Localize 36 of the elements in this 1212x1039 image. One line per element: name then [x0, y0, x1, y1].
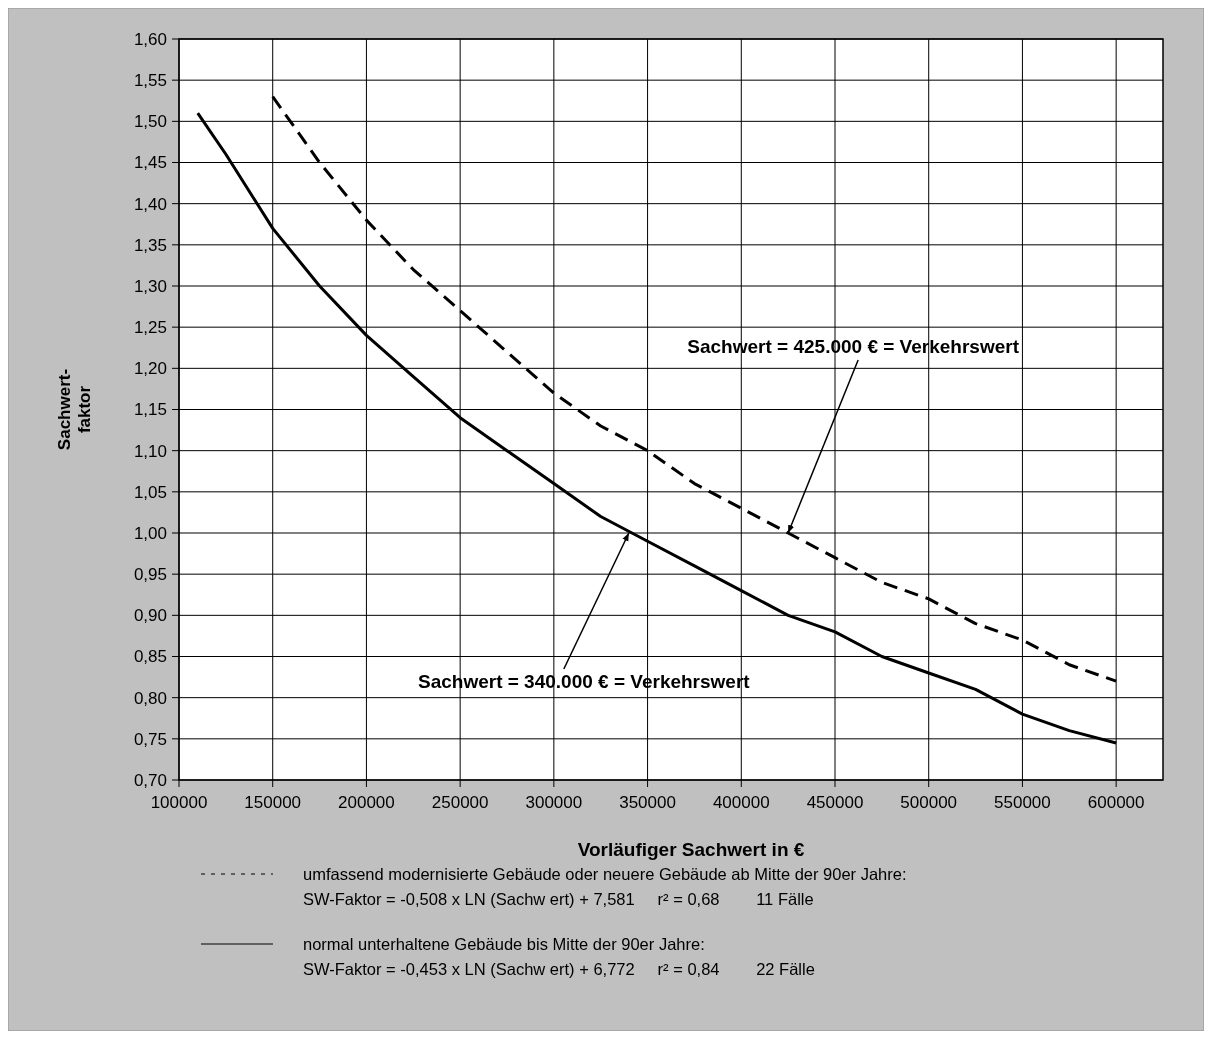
y-tick-label: 1,45 — [133, 153, 167, 173]
x-tick-label: 300000 — [525, 793, 583, 812]
y-tick-label: 1,35 — [133, 235, 167, 255]
x-tick-label: 350000 — [619, 793, 676, 812]
legend-label: umfassend modernisierte Gebäude oder neuere Gebäude ab Mitte der 90er Jahre: — [303, 865, 907, 883]
y-tick-label: 1,10 — [133, 441, 167, 461]
y-tick-label: 1,25 — [133, 318, 167, 338]
x-tick-label: 550000 — [994, 793, 1051, 812]
y-tick-label: 1,20 — [133, 359, 167, 379]
x-axis-title: Vorläufiger Sachwert in € — [577, 839, 805, 860]
x-tick-label: 250000 — [431, 793, 489, 812]
y-tick-label: 0,75 — [133, 729, 167, 749]
y-tick-label: 1,60 — [133, 29, 167, 49]
x-tick-label: 500000 — [900, 793, 958, 812]
text: SW-Faktor = -0,508 x LN (Sachw ert) + 7,581 r² = 0,68 11 Fälle — [303, 890, 814, 908]
x-tick-label: 450000 — [806, 793, 864, 812]
y-tick-label: 1,30 — [133, 276, 167, 296]
y-tick-label: 0,80 — [133, 688, 167, 708]
y-tick-label: 1,05 — [133, 482, 167, 502]
y-tick-label: 0,70 — [133, 770, 167, 790]
y-tick-label: 0,85 — [133, 647, 167, 667]
y-tick-label: 0,95 — [133, 565, 167, 585]
text: SW-Faktor = -0,453 x LN (Sachw ert) + 6,772 r² = 0,84 22 Fälle — [303, 960, 815, 978]
legend-label: normal unterhaltene Gebäude bis Mitte der 90er Jahre: — [303, 935, 705, 953]
x-tick-label: 200000 — [338, 793, 395, 812]
y-tick-label: 1,00 — [133, 523, 167, 543]
x-tick-label: 150000 — [244, 793, 302, 812]
y-tick-label: 0,90 — [133, 606, 167, 626]
y-tick-label: 1,55 — [133, 71, 167, 91]
y-axis-title: Sachwert- faktor — [55, 368, 95, 451]
y-tick-label: 1,40 — [133, 194, 167, 214]
y-tick-label: 1,50 — [133, 112, 167, 132]
y-tick-label: 1,15 — [133, 400, 167, 420]
x-tick-label: 100000 — [150, 793, 208, 812]
x-tick-label: 400000 — [712, 793, 770, 812]
x-tick-label: 600000 — [1087, 793, 1145, 812]
